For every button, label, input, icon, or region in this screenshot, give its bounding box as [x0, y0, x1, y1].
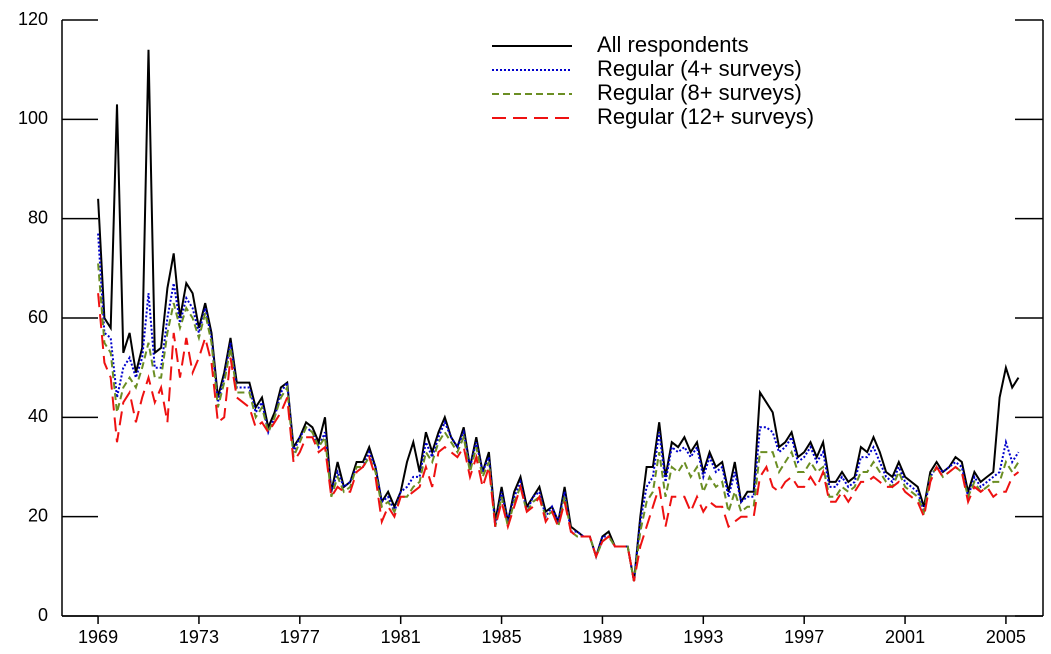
- x-tick-label: 2005: [986, 627, 1026, 647]
- legend-label: Regular (12+ surveys): [597, 104, 814, 129]
- y-tick-label: 60: [28, 307, 48, 327]
- y-tick-label: 80: [28, 207, 48, 227]
- x-tick-label: 1981: [381, 627, 421, 647]
- y-tick-label: 100: [18, 108, 48, 128]
- y-tick-label: 20: [28, 505, 48, 525]
- x-tick-label: 1977: [280, 627, 320, 647]
- x-tick-label: 1997: [784, 627, 824, 647]
- x-tick-label: 1993: [683, 627, 723, 647]
- x-tick-label: 1989: [582, 627, 622, 647]
- legend-label: All respondents: [597, 32, 749, 57]
- series-line: [97, 293, 1020, 582]
- x-tick-label: 1973: [179, 627, 219, 647]
- x-tick-label: 2001: [885, 627, 925, 647]
- x-tick-label: 1969: [78, 627, 118, 647]
- series-line: [97, 233, 1020, 582]
- legend-label: Regular (8+ surveys): [597, 80, 802, 105]
- series-line: [97, 49, 1020, 582]
- y-tick-label: 0: [38, 605, 48, 625]
- legend-label: Regular (4+ surveys): [597, 56, 802, 81]
- y-tick-label: 120: [18, 9, 48, 29]
- series-line: [97, 263, 1020, 582]
- y-tick-label: 40: [28, 406, 48, 426]
- x-tick-label: 1985: [482, 627, 522, 647]
